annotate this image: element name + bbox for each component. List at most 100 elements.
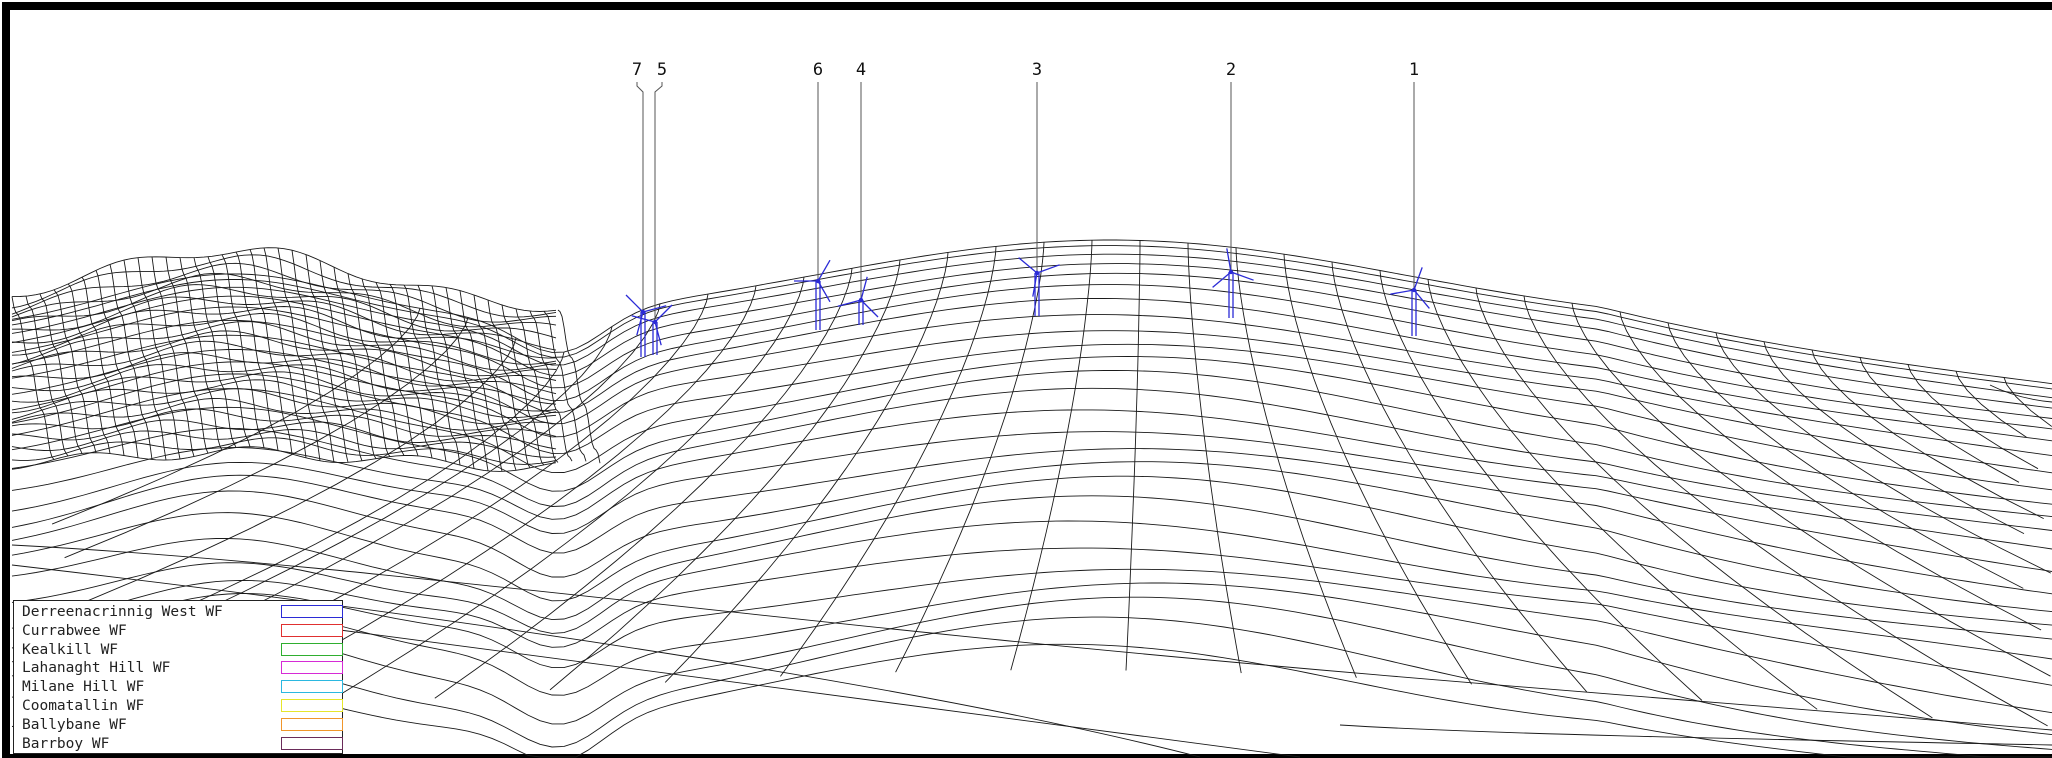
terrain-line: [1125, 240, 1141, 671]
legend-item: Ballybane WF: [22, 716, 343, 735]
terrain-line: [1811, 349, 2044, 520]
terrain-line: [235, 251, 279, 451]
turbine-4: 4: [837, 60, 879, 325]
terrain-line: [403, 284, 447, 462]
terrain-line: [1523, 295, 2048, 727]
legend-label: Currabwee WF: [22, 622, 127, 639]
terrain-line: [11, 495, 2052, 640]
terrain-line: [305, 254, 349, 463]
terrain-line: [347, 273, 391, 457]
terrain-line: [11, 321, 557, 371]
turbine-blade: [817, 259, 831, 282]
terrain-line: [11, 247, 557, 312]
terrain-line: [361, 278, 405, 456]
terrain-line: [1283, 254, 1472, 685]
terrain-line: [67, 283, 111, 454]
terrain-line: [1427, 279, 1818, 710]
terrain-line: [11, 254, 557, 318]
terrain-line: [11, 448, 2052, 595]
turbine-hub: [1411, 287, 1417, 293]
terrain-line: [11, 330, 557, 377]
terrain-line: [11, 475, 2052, 626]
terrain-line: [221, 254, 265, 448]
legend-swatch: [281, 699, 343, 712]
turbine-3: 3: [1018, 60, 1060, 316]
terrain-line: [375, 282, 419, 457]
turbine-blade: [1036, 264, 1060, 274]
terrain-line: [1010, 240, 1093, 671]
terrain-line: [319, 260, 363, 461]
turbine-blade: [817, 280, 831, 303]
turbine-label: 3: [1032, 60, 1042, 80]
terrain-line: [11, 343, 2052, 491]
legend-label: Kealkill WF: [22, 641, 119, 658]
legend-swatch: [281, 736, 343, 750]
terrain-line: [11, 284, 2052, 430]
legend-label: Lahanaght Hill WF: [22, 660, 171, 677]
terrain-line: [11, 296, 557, 351]
turbine-label: 2: [1226, 60, 1236, 80]
legend-item: Barrboy WF: [22, 735, 343, 754]
legend-item: Lahanaght Hill WF: [22, 659, 343, 678]
terrain-line: [11, 568, 2052, 714]
turbine-blade: [1212, 271, 1232, 288]
terrain-line: [64, 317, 469, 559]
terrain-line: [81, 276, 125, 456]
terrain-line: [11, 369, 2052, 518]
terrain-line: [1619, 311, 2042, 631]
terrain-line: [1667, 322, 2024, 589]
terrain-line: [51, 308, 421, 525]
turbine-blade: [625, 294, 644, 313]
turbine-hub: [858, 297, 864, 303]
turbine-5: 5: [631, 60, 673, 355]
terrain-line: [67, 326, 613, 673]
terrain-line: [557, 309, 601, 464]
terrain-line: [11, 596, 2052, 750]
terrain-line: [165, 256, 209, 454]
legend-swatch: [281, 605, 343, 618]
turbine-hub: [1228, 269, 1234, 275]
turbine-blade: [1226, 248, 1232, 273]
legend-item: Currabwee WF: [22, 622, 343, 641]
terrain-line: [1571, 303, 2051, 677]
turbine-label: 7: [632, 60, 642, 80]
terrain-line: [11, 239, 2052, 385]
terrain-line: [389, 284, 433, 459]
terrain-line: [11, 356, 2052, 505]
terrain-line: [780, 246, 997, 677]
terrain-line: [1379, 270, 1703, 701]
legend-item: Milane Hill WF: [22, 678, 343, 697]
turbine-hub: [640, 309, 646, 315]
terrain-line: [1989, 384, 2052, 403]
terrain-line: [895, 242, 1045, 673]
turbine-label: 4: [856, 60, 866, 80]
terrain-line: [549, 259, 901, 691]
terrain-line: [16, 337, 517, 630]
legend-swatch: [281, 717, 343, 731]
terrain-line: [109, 264, 153, 460]
terrain-line: [473, 294, 517, 471]
turbine-7: 7: [625, 60, 667, 357]
turbine-hub: [1034, 270, 1040, 276]
terrain-line: [333, 267, 377, 459]
turbine-blade: [631, 315, 656, 323]
legend-swatch: [281, 642, 343, 656]
legend-label: Ballybane WF: [22, 716, 127, 733]
terrain-line: [193, 257, 237, 448]
terrain-line: [1475, 287, 1933, 719]
legend-swatch: [281, 680, 343, 694]
terrain-line: [515, 308, 559, 463]
terrain-line: [11, 263, 2052, 409]
terrain-line: [11, 297, 2052, 442]
terrain-line: [11, 330, 2052, 474]
terrain-line: [151, 256, 195, 457]
terrain-line: [11, 520, 2052, 660]
terrain-line: [11, 352, 557, 395]
turbine-6: 6: [794, 60, 831, 330]
legend-item: Kealkill WF: [22, 641, 343, 660]
turbine-blade: [1413, 267, 1423, 291]
turbine-blade: [1018, 257, 1038, 274]
turbine-blade: [1413, 289, 1430, 309]
